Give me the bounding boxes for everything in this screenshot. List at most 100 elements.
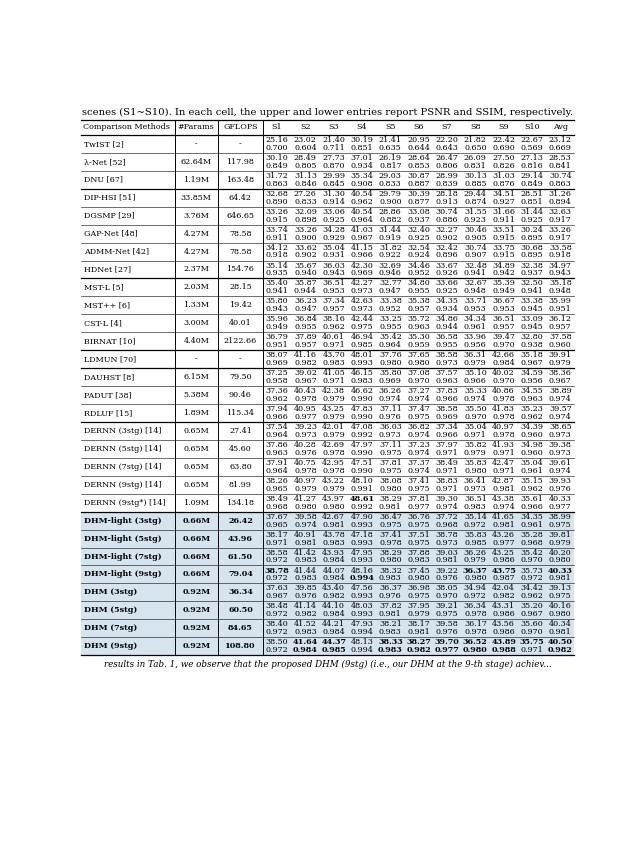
Text: 0.669: 0.669 (549, 144, 572, 152)
Text: 40.01: 40.01 (229, 319, 252, 327)
Text: 0.983: 0.983 (323, 539, 345, 547)
Text: 28.49: 28.49 (294, 154, 317, 162)
Text: 0.970: 0.970 (492, 377, 515, 385)
Text: 0.981: 0.981 (294, 539, 317, 547)
Text: S5: S5 (385, 124, 396, 131)
Text: 0.993: 0.993 (351, 592, 374, 601)
Text: 28.86: 28.86 (379, 208, 402, 215)
Text: 0.967: 0.967 (351, 233, 373, 242)
Text: 0.985: 0.985 (464, 539, 486, 547)
Text: 0.978: 0.978 (379, 539, 402, 547)
Text: 0.974: 0.974 (407, 395, 430, 403)
Text: 0.915: 0.915 (492, 251, 515, 259)
Text: 0.978: 0.978 (323, 467, 345, 474)
Text: 28.64: 28.64 (407, 154, 430, 162)
Text: 0.975: 0.975 (379, 467, 402, 474)
Text: 0.700: 0.700 (266, 144, 288, 152)
Text: 33.74: 33.74 (266, 226, 289, 233)
Text: 0.905: 0.905 (464, 233, 486, 242)
Text: 29.99: 29.99 (322, 172, 345, 180)
Text: 78.58: 78.58 (229, 247, 252, 256)
Text: 32.50: 32.50 (520, 280, 543, 287)
Text: 46.94: 46.94 (351, 333, 374, 341)
Text: 32.68: 32.68 (266, 190, 289, 197)
Text: 37.08: 37.08 (408, 369, 430, 378)
Text: 0.967: 0.967 (520, 610, 543, 619)
Text: 108.80: 108.80 (225, 643, 255, 650)
Text: 38.83: 38.83 (436, 477, 458, 485)
Text: CST-L [4]: CST-L [4] (84, 319, 122, 327)
Text: 0.971: 0.971 (323, 377, 345, 385)
Text: 39.13: 39.13 (548, 584, 572, 593)
Text: 42.87: 42.87 (492, 477, 515, 485)
Text: DHM (9stg): DHM (9stg) (84, 643, 137, 650)
Text: 0.913: 0.913 (436, 197, 458, 206)
Text: 43.75: 43.75 (492, 566, 516, 575)
Text: 0.66M: 0.66M (182, 571, 211, 578)
Text: 32.80: 32.80 (520, 333, 543, 341)
Text: 35.18: 35.18 (549, 280, 572, 287)
Text: 23.02: 23.02 (294, 136, 317, 144)
Text: 37.25: 37.25 (266, 369, 289, 378)
Text: 0.981: 0.981 (549, 574, 572, 583)
Text: 41.83: 41.83 (492, 405, 515, 413)
Text: 39.23: 39.23 (294, 423, 317, 431)
Text: 35.33: 35.33 (464, 387, 487, 396)
Text: 34.12: 34.12 (266, 244, 289, 251)
Text: 36.12: 36.12 (548, 316, 572, 323)
Text: 0.993: 0.993 (351, 539, 374, 547)
Text: 0.983: 0.983 (323, 360, 345, 367)
Text: 35.72: 35.72 (407, 316, 430, 323)
Text: 35.73: 35.73 (520, 566, 543, 575)
Text: 0.963: 0.963 (407, 323, 430, 331)
Text: 29.79: 29.79 (379, 190, 402, 197)
Text: 0.974: 0.974 (407, 467, 430, 474)
Text: 0.988: 0.988 (492, 646, 516, 654)
Text: 0.839: 0.839 (436, 179, 458, 188)
Text: 48.03: 48.03 (351, 602, 373, 610)
Text: 30.19: 30.19 (351, 136, 374, 144)
Text: 0.92M: 0.92M (182, 607, 211, 614)
Text: 39.47: 39.47 (492, 333, 515, 341)
Text: 39.02: 39.02 (294, 369, 317, 378)
Text: 39.93: 39.93 (548, 477, 572, 485)
Text: 41.52: 41.52 (294, 620, 317, 628)
Text: 38.05: 38.05 (436, 584, 458, 593)
Text: 0.960: 0.960 (520, 431, 543, 439)
Text: 0.966: 0.966 (464, 377, 487, 385)
Text: 1.89M: 1.89M (183, 409, 209, 417)
Text: 39.58: 39.58 (436, 620, 458, 628)
Text: 37.34: 37.34 (436, 423, 458, 431)
Text: 0.900: 0.900 (379, 197, 402, 206)
Text: 34.97: 34.97 (549, 262, 572, 269)
Text: 26.19: 26.19 (379, 154, 402, 162)
Text: 40.95: 40.95 (294, 405, 317, 413)
Text: 0.926: 0.926 (436, 269, 458, 277)
Text: 44.21: 44.21 (322, 620, 345, 628)
Text: 0.983: 0.983 (294, 574, 317, 583)
Text: 28.53: 28.53 (549, 154, 572, 162)
Text: 0.833: 0.833 (294, 197, 317, 206)
Text: 0.978: 0.978 (464, 610, 486, 619)
Text: 0.974: 0.974 (492, 503, 515, 511)
Text: 0.902: 0.902 (436, 233, 458, 242)
Text: 0.953: 0.953 (323, 287, 345, 295)
Text: 0.66M: 0.66M (182, 517, 211, 524)
Text: HDNet [27]: HDNet [27] (84, 265, 131, 274)
Text: 28.15: 28.15 (229, 283, 252, 292)
Text: 22.20: 22.20 (436, 136, 458, 144)
Text: 0.982: 0.982 (294, 610, 317, 619)
Text: 40.50: 40.50 (548, 638, 573, 646)
Text: S4: S4 (356, 124, 367, 131)
Text: 33.58: 33.58 (549, 244, 572, 251)
Text: 37.67: 37.67 (266, 513, 289, 521)
Text: 0.962: 0.962 (323, 323, 345, 331)
Text: 5.38M: 5.38M (184, 391, 209, 399)
Text: 0.957: 0.957 (323, 305, 345, 313)
Text: 0.984: 0.984 (323, 628, 345, 637)
Text: 36.76: 36.76 (407, 513, 430, 521)
Text: 0.983: 0.983 (351, 377, 373, 385)
Text: 36.47: 36.47 (379, 513, 402, 521)
Text: 0.971: 0.971 (520, 646, 543, 654)
Text: 0.973: 0.973 (379, 431, 402, 439)
